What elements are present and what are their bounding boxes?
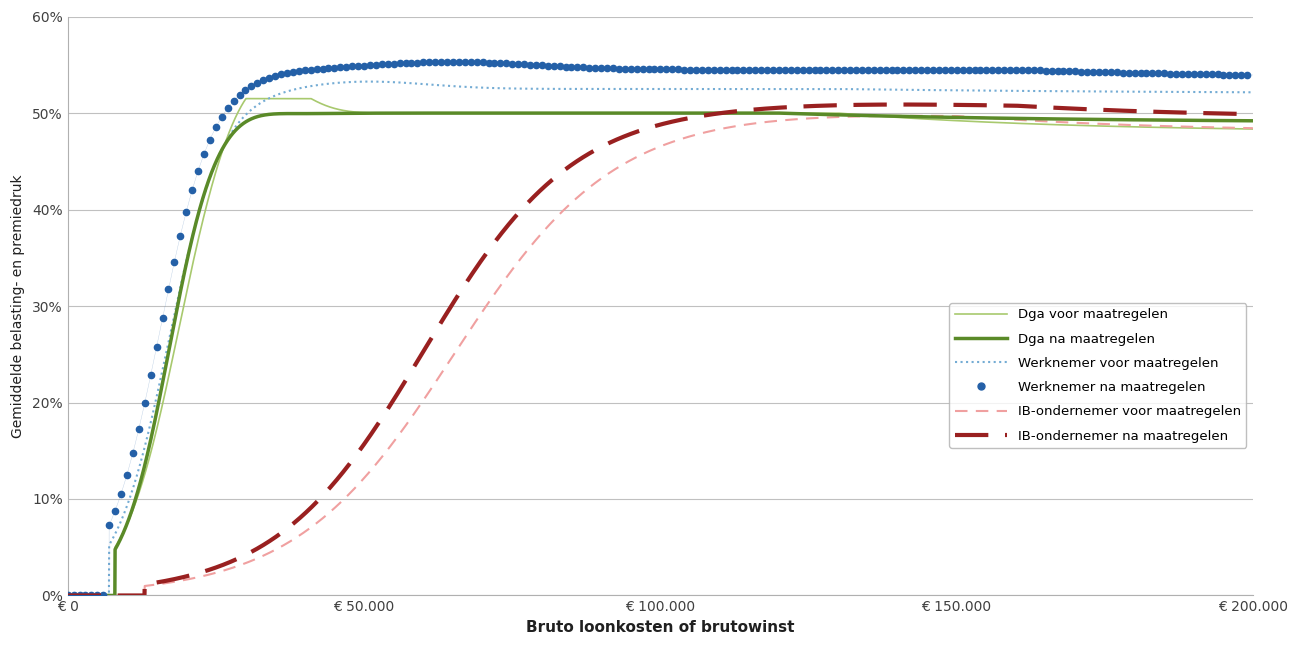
Legend: Dga voor maatregelen, Dga na maatregelen, Werknemer voor maatregelen, Werknemer : Dga voor maatregelen, Dga na maatregelen… xyxy=(950,303,1246,448)
X-axis label: Bruto loonkosten of brutowinst: Bruto loonkosten of brutowinst xyxy=(526,620,795,635)
Y-axis label: Gemiddelde belasting- en premiedruk: Gemiddelde belasting- en premiedruk xyxy=(12,174,25,438)
